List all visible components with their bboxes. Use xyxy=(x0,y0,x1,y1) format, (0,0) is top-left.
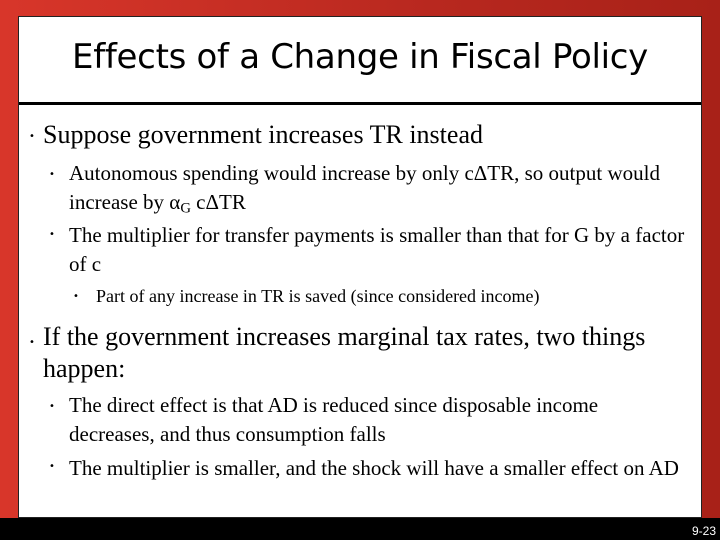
subsub-bullet-dot-1: • xyxy=(73,291,79,302)
sub-bullet-dot-2-1: • xyxy=(49,401,55,412)
sub-bullet-dot-1-2: • xyxy=(49,229,55,240)
page-number: 9-23 xyxy=(691,524,716,538)
sub-bullet-2-2: The multiplier is smaller, and the shock… xyxy=(69,456,679,480)
sub-bullet-dot-1-1: • xyxy=(49,169,55,180)
alpha-subscript: G xyxy=(180,200,191,217)
sub-bullet-1-1-post: cΔTR xyxy=(190,190,246,214)
slide: Effects of a Change in Fiscal Policy • S… xyxy=(18,16,702,518)
alpha-symbol: α xyxy=(169,190,181,214)
frame-bottom-bar xyxy=(0,518,720,540)
slide-title: Effects of a Change in Fiscal Policy xyxy=(72,36,648,77)
bullet-2-text: If the government increases marginal tax… xyxy=(43,322,646,383)
sub-bullet-dot-2-2: • xyxy=(49,461,55,472)
subsub-bullet-1: Part of any increase in TR is saved (sin… xyxy=(96,286,540,306)
title-box: Effects of a Change in Fiscal Policy xyxy=(19,17,701,105)
sub-bullet-2-1: The direct effect is that AD is reduced … xyxy=(69,393,599,446)
bullet-1-text: Suppose government increases TR instead xyxy=(43,120,483,149)
bullet-dot-2: • xyxy=(29,337,35,348)
sub-bullet-1-2: The multiplier for transfer payments is … xyxy=(69,223,685,276)
sub-bullet-1-1: Autonomous spending would increase by on… xyxy=(69,159,689,224)
bullet-dot-1: • xyxy=(29,131,35,142)
sub-bullet-1-1-pre: Autonomous spending would increase by on… xyxy=(69,161,660,214)
